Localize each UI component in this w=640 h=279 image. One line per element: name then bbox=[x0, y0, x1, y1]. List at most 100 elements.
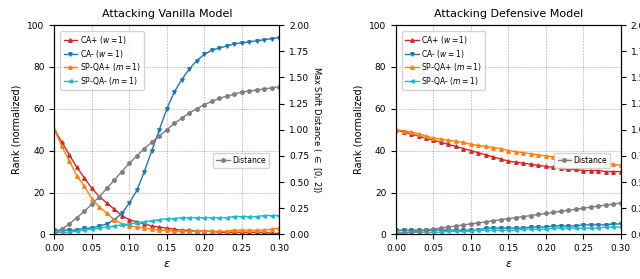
Distance bbox=[460, 223, 467, 227]
SP-QA- ($m = 1$) bbox=[216, 216, 223, 219]
Distance bbox=[156, 134, 163, 138]
SP-QA- ($m = 1$) bbox=[527, 227, 535, 231]
Distance bbox=[564, 209, 572, 212]
SP-QA+ ($m = 1$) bbox=[617, 163, 625, 167]
SP-QA+ ($m = 1$) bbox=[156, 229, 163, 232]
CA- ($w = 1$) bbox=[504, 226, 512, 230]
CA+ ($w = 1$) bbox=[186, 229, 193, 232]
Distance bbox=[178, 117, 186, 120]
Title: Attacking Defensive Model: Attacking Defensive Model bbox=[434, 9, 583, 19]
Distance bbox=[125, 162, 133, 165]
CA+ ($w = 1$) bbox=[520, 162, 527, 165]
SP-QA- ($m = 1$) bbox=[253, 215, 260, 218]
Distance bbox=[223, 95, 230, 98]
CA+ ($w = 1$) bbox=[527, 163, 535, 166]
SP-QA+ ($m = 1$) bbox=[95, 205, 103, 209]
SP-QA+ ($m = 1$) bbox=[111, 218, 118, 222]
CA- ($w = 1$) bbox=[542, 225, 550, 229]
SP-QA+ ($m = 1$) bbox=[460, 141, 467, 144]
CA+ ($w = 1$) bbox=[534, 163, 542, 167]
CA- ($w = 1$) bbox=[73, 229, 81, 232]
Line: CA- ($w = 1$): CA- ($w = 1$) bbox=[52, 36, 281, 232]
CA- ($w = 1$) bbox=[65, 229, 73, 232]
SP-QA+ ($m = 1$) bbox=[253, 229, 260, 232]
SP-QA+ ($m = 1$) bbox=[245, 229, 253, 232]
Distance bbox=[88, 202, 96, 206]
CA+ ($w = 1$) bbox=[216, 230, 223, 234]
SP-QA- ($m = 1$) bbox=[268, 214, 275, 217]
Legend: CA+ ($w = 1$), CA- ($w = 1$), SP-QA+ ($m = 1$), SP-QA- ($m = 1$): CA+ ($w = 1$), CA- ($w = 1$), SP-QA+ ($m… bbox=[60, 31, 144, 90]
CA+ ($w = 1$) bbox=[140, 222, 148, 225]
CA- ($w = 1$) bbox=[392, 229, 400, 232]
CA+ ($w = 1$) bbox=[73, 166, 81, 169]
Distance bbox=[587, 205, 595, 209]
SP-QA- ($m = 1$) bbox=[133, 221, 141, 225]
CA+ ($w = 1$) bbox=[170, 227, 178, 231]
Distance bbox=[490, 219, 497, 222]
SP-QA+ ($m = 1$) bbox=[200, 230, 208, 233]
Distance bbox=[542, 212, 550, 215]
SP-QA- ($m = 1$) bbox=[392, 230, 400, 234]
SP-QA- ($m = 1$) bbox=[230, 215, 238, 218]
CA+ ($w = 1$) bbox=[564, 168, 572, 171]
SP-QA- ($m = 1$) bbox=[73, 230, 81, 233]
Distance bbox=[609, 202, 617, 206]
CA- ($w = 1$) bbox=[609, 222, 617, 225]
Distance bbox=[230, 92, 238, 96]
SP-QA- ($m = 1$) bbox=[460, 230, 467, 233]
Distance bbox=[595, 205, 602, 208]
SP-QA+ ($m = 1$) bbox=[238, 229, 246, 232]
SP-QA- ($m = 1$) bbox=[148, 219, 156, 222]
CA- ($w = 1$) bbox=[230, 42, 238, 45]
SP-QA+ ($m = 1$) bbox=[163, 229, 171, 232]
CA+ ($w = 1$) bbox=[260, 230, 268, 234]
Distance bbox=[133, 154, 141, 158]
Distance bbox=[148, 141, 156, 144]
SP-QA+ ($m = 1$) bbox=[437, 138, 445, 141]
Distance bbox=[482, 220, 490, 223]
SP-QA- ($m = 1$) bbox=[520, 227, 527, 231]
CA+ ($w = 1$) bbox=[415, 134, 422, 138]
SP-QA- ($m = 1$) bbox=[557, 226, 564, 230]
SP-QA- ($m = 1$) bbox=[445, 230, 452, 233]
CA- ($w = 1$) bbox=[148, 149, 156, 152]
SP-QA+ ($m = 1$) bbox=[579, 159, 587, 163]
CA- ($w = 1$) bbox=[88, 226, 96, 230]
Line: Distance: Distance bbox=[394, 201, 623, 236]
SP-QA+ ($m = 1$) bbox=[118, 222, 125, 225]
CA+ ($w = 1$) bbox=[208, 230, 216, 233]
CA- ($w = 1$) bbox=[133, 189, 141, 192]
CA+ ($w = 1$) bbox=[504, 159, 512, 163]
CA+ ($w = 1$) bbox=[579, 169, 587, 172]
Line: SP-QA+ ($m = 1$): SP-QA+ ($m = 1$) bbox=[52, 128, 281, 233]
CA- ($w = 1$) bbox=[407, 229, 415, 232]
CA- ($w = 1$) bbox=[170, 90, 178, 94]
CA+ ($w = 1$) bbox=[103, 201, 111, 205]
CA+ ($w = 1$) bbox=[193, 230, 200, 233]
CA+ ($w = 1$) bbox=[407, 132, 415, 136]
SP-QA- ($m = 1$) bbox=[437, 230, 445, 234]
SP-QA- ($m = 1$) bbox=[223, 216, 230, 219]
CA- ($w = 1$) bbox=[550, 224, 557, 228]
CA- ($w = 1$) bbox=[216, 46, 223, 50]
CA+ ($w = 1$) bbox=[490, 155, 497, 158]
CA- ($w = 1$) bbox=[156, 128, 163, 131]
SP-QA+ ($m = 1$) bbox=[527, 152, 535, 155]
Distance bbox=[415, 230, 422, 233]
CA+ ($w = 1$) bbox=[512, 160, 520, 164]
CA+ ($w = 1$) bbox=[497, 157, 505, 161]
SP-QA+ ($m = 1$) bbox=[497, 147, 505, 150]
SP-QA- ($m = 1$) bbox=[497, 229, 505, 232]
CA- ($w = 1$) bbox=[81, 226, 88, 230]
CA+ ($w = 1$) bbox=[557, 167, 564, 170]
SP-QA- ($m = 1$) bbox=[407, 230, 415, 234]
SP-QA- ($m = 1$) bbox=[595, 226, 602, 230]
Distance bbox=[504, 217, 512, 220]
Distance bbox=[557, 210, 564, 213]
Distance bbox=[95, 195, 103, 198]
CA- ($w = 1$) bbox=[579, 223, 587, 227]
SP-QA+ ($m = 1$) bbox=[268, 227, 275, 231]
CA- ($w = 1$) bbox=[260, 38, 268, 41]
SP-QA- ($m = 1$) bbox=[88, 227, 96, 231]
SP-QA+ ($m = 1$) bbox=[550, 155, 557, 158]
